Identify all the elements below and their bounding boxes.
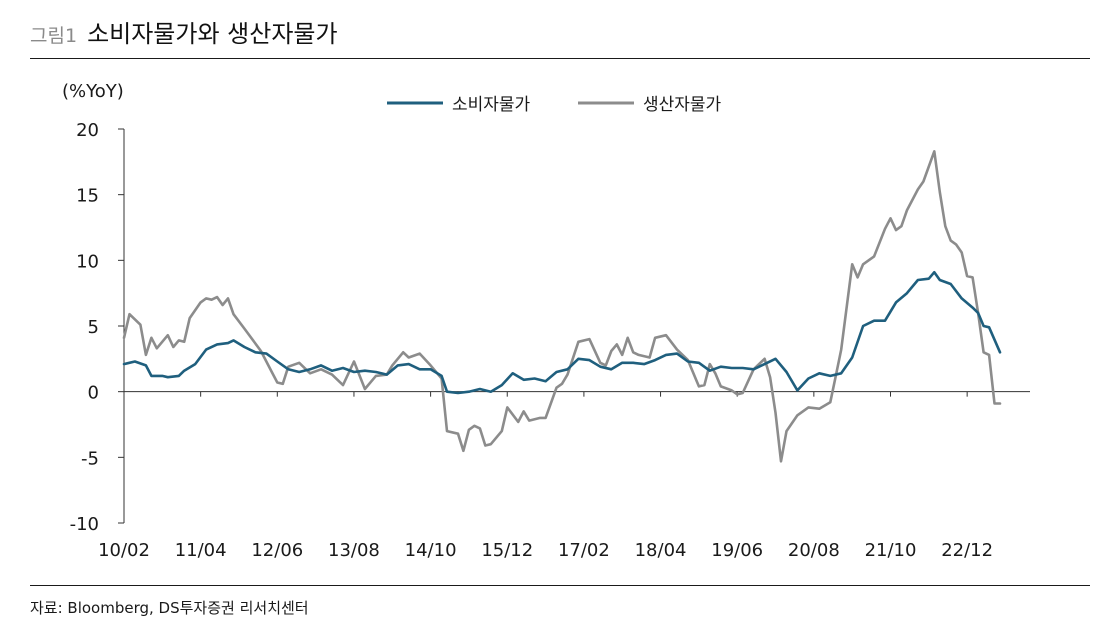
x-tick-label: 18/04 — [635, 540, 687, 561]
y-tick-label: 20 — [76, 120, 99, 141]
x-tick-label: 21/10 — [865, 540, 917, 561]
x-tick-label: 12/06 — [251, 540, 303, 561]
series-line-cpi — [122, 270, 1002, 395]
x-tick-label: 19/06 — [711, 540, 763, 561]
legend-label-cpi: 소비자물가 — [452, 95, 531, 115]
x-tick-label: 22/12 — [941, 540, 993, 561]
y-axis-unit-label: (%YoY) — [62, 81, 124, 102]
series-layer — [122, 150, 1002, 463]
x-tick-label: 13/08 — [328, 540, 380, 561]
x-tick-label: 15/12 — [481, 540, 533, 561]
bottom-rule — [30, 585, 1090, 586]
figure-title: 소비자물가와 생산자물가 — [87, 20, 338, 48]
x-tick-label: 20/08 — [788, 540, 840, 561]
series-line-ppi — [122, 150, 1002, 463]
axes: 20 15 10 5 0 -5 -10 10/02 11/04 12/06 13/08 14/10 15… — [70, 120, 1030, 561]
y-tick-label: 15 — [76, 186, 99, 207]
x-tick-label: 10/02 — [98, 540, 150, 561]
source-note: 자료: Bloomberg, DS투자증권 리서치센터 — [30, 599, 309, 617]
y-tick-label: -10 — [70, 514, 99, 535]
legend-label-ppi: 생산자물가 — [643, 95, 722, 115]
figure-title-row: 그림1 소비자물가와 생산자물가 — [30, 14, 338, 48]
y-tick-label: 5 — [88, 317, 99, 338]
figure-number: 그림1 — [30, 25, 78, 47]
legend: 소비자물가 생산자물가 — [387, 95, 722, 115]
top-rule — [30, 58, 1090, 59]
x-tick-label: 14/10 — [405, 540, 457, 561]
x-tick-label: 11/04 — [175, 540, 227, 561]
y-tick-label: 0 — [88, 383, 99, 404]
y-tick-label: -5 — [81, 448, 99, 469]
y-tick-label: 10 — [76, 251, 99, 272]
x-tick-label: 17/02 — [558, 540, 610, 561]
